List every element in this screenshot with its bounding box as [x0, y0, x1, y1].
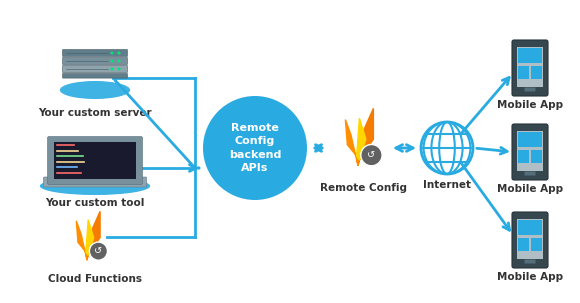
Circle shape	[421, 122, 473, 174]
FancyBboxPatch shape	[48, 136, 143, 185]
Text: ↺: ↺	[95, 246, 103, 256]
Polygon shape	[358, 108, 374, 166]
Ellipse shape	[60, 81, 130, 99]
FancyBboxPatch shape	[54, 142, 136, 179]
FancyBboxPatch shape	[44, 177, 147, 187]
Circle shape	[118, 59, 121, 62]
FancyBboxPatch shape	[518, 132, 542, 147]
Polygon shape	[86, 220, 93, 255]
FancyBboxPatch shape	[531, 238, 542, 251]
Circle shape	[118, 68, 121, 71]
Circle shape	[361, 145, 382, 166]
FancyBboxPatch shape	[518, 238, 529, 251]
FancyBboxPatch shape	[531, 66, 542, 79]
FancyBboxPatch shape	[531, 150, 542, 163]
Circle shape	[111, 52, 114, 55]
Text: Your custom server: Your custom server	[38, 108, 152, 118]
FancyBboxPatch shape	[63, 58, 128, 65]
Text: Mobile App: Mobile App	[497, 184, 563, 194]
Text: Cloud Functions: Cloud Functions	[48, 274, 142, 284]
Polygon shape	[346, 120, 358, 166]
FancyBboxPatch shape	[517, 47, 543, 87]
FancyBboxPatch shape	[524, 259, 535, 264]
FancyBboxPatch shape	[518, 150, 529, 163]
FancyBboxPatch shape	[518, 48, 542, 63]
Circle shape	[203, 96, 307, 200]
Circle shape	[111, 68, 114, 71]
Polygon shape	[87, 211, 100, 260]
Text: Remote
Config
backend
APIs: Remote Config backend APIs	[229, 123, 281, 173]
FancyBboxPatch shape	[524, 171, 535, 175]
Text: Mobile App: Mobile App	[497, 272, 563, 282]
Circle shape	[111, 59, 114, 62]
FancyBboxPatch shape	[518, 220, 542, 235]
Polygon shape	[77, 221, 87, 260]
Circle shape	[118, 52, 121, 55]
Text: Mobile App: Mobile App	[497, 100, 563, 110]
Circle shape	[89, 242, 107, 260]
FancyBboxPatch shape	[512, 212, 548, 268]
FancyBboxPatch shape	[517, 131, 543, 171]
Text: Your custom tool: Your custom tool	[45, 198, 144, 208]
Text: ↺: ↺	[367, 150, 375, 160]
FancyBboxPatch shape	[524, 88, 535, 92]
Text: Remote Config: Remote Config	[320, 183, 407, 193]
FancyBboxPatch shape	[517, 219, 543, 259]
FancyBboxPatch shape	[63, 74, 128, 78]
Ellipse shape	[40, 177, 150, 195]
FancyBboxPatch shape	[512, 40, 548, 96]
Text: Internet: Internet	[423, 180, 471, 190]
FancyBboxPatch shape	[63, 49, 128, 56]
Polygon shape	[357, 118, 366, 160]
FancyBboxPatch shape	[518, 66, 529, 79]
FancyBboxPatch shape	[63, 65, 128, 72]
FancyBboxPatch shape	[512, 124, 548, 180]
